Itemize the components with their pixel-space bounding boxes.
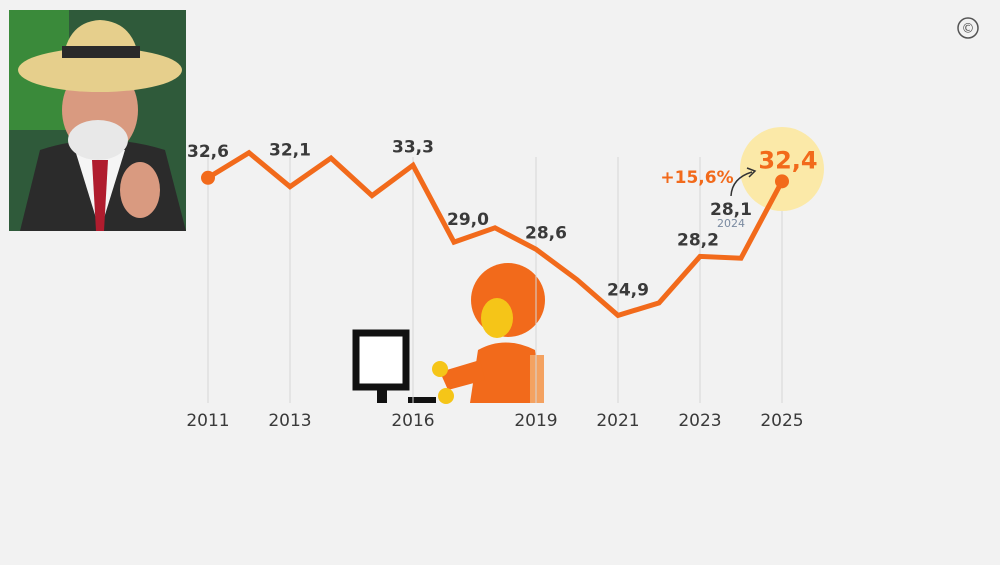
point <box>775 174 789 189</box>
value-label: 28,1 <box>710 200 752 220</box>
value-label: 29,0 <box>447 210 489 230</box>
value-label: 32,4 <box>758 146 817 174</box>
point <box>201 170 215 185</box>
value-label: 28,6 <box>525 223 567 243</box>
illustration <box>352 263 545 404</box>
x-tick-label: 2013 <box>268 411 311 431</box>
value-label: 32,6 <box>187 142 229 162</box>
arrow <box>730 171 753 197</box>
value-label: 24,9 <box>607 280 649 300</box>
value-label: 28,2 <box>677 230 719 250</box>
value-label: 32,1 <box>269 141 311 161</box>
arrow-head <box>746 167 757 178</box>
copyright: © <box>962 22 975 37</box>
x-tick-label: 2016 <box>391 411 434 431</box>
x-tick-label: 2019 <box>514 411 557 431</box>
x-tick-label: 2011 <box>186 411 229 431</box>
x-tick-label: 2021 <box>596 411 639 431</box>
value-label: 33,3 <box>392 137 434 157</box>
x-tick-label: 2025 <box>760 411 803 431</box>
change-annotation: +15,6% <box>660 168 733 188</box>
copyright-circle <box>957 17 979 39</box>
photo <box>9 10 186 231</box>
line <box>206 149 785 319</box>
x-tick-label: 2023 <box>678 411 721 431</box>
highlight-circle <box>740 127 824 211</box>
year-label: 2024 <box>717 217 745 230</box>
